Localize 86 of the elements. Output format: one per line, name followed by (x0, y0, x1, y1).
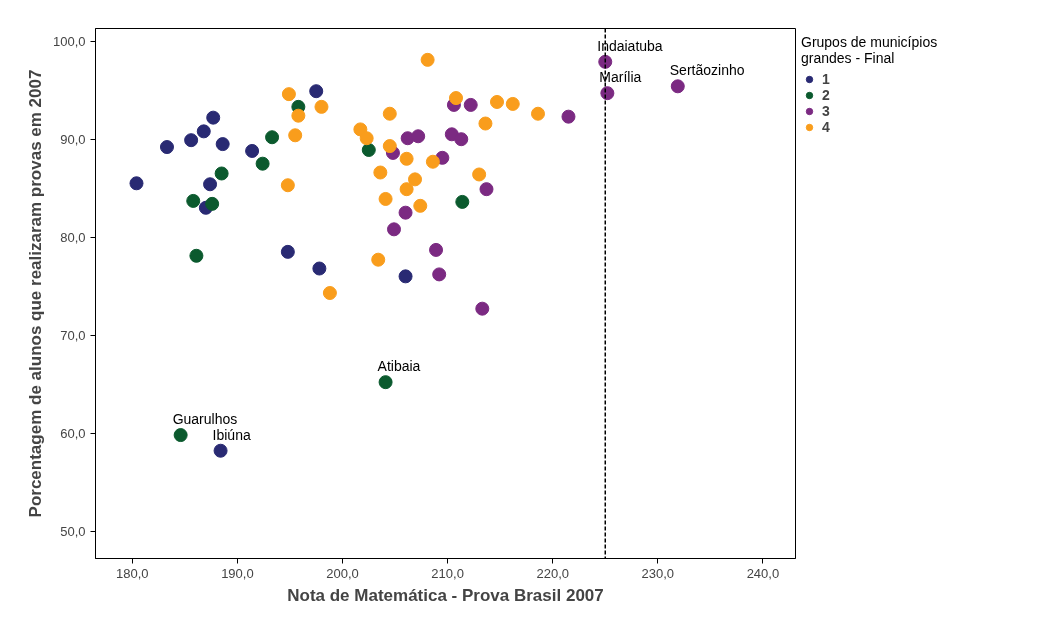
point (245, 143, 260, 158)
point (205, 196, 220, 211)
point (387, 222, 401, 237)
annotation: Marília (599, 69, 642, 86)
point (196, 124, 211, 139)
legend-label: 3 (822, 103, 831, 119)
point (159, 140, 174, 155)
point (382, 106, 397, 121)
point (309, 84, 324, 99)
legend-title: Grupos de municípios grandes - Final (801, 34, 938, 66)
point (173, 428, 188, 443)
point (322, 286, 337, 300)
legend-label: 4 (822, 119, 831, 135)
point (478, 116, 493, 131)
legend-label: 1 (822, 71, 831, 87)
point (189, 248, 204, 263)
point (281, 87, 296, 102)
point (373, 165, 388, 180)
point (371, 252, 386, 267)
point (280, 244, 295, 259)
x-tick-label: 180,0 (116, 565, 149, 581)
point (359, 131, 374, 146)
annotation: Indaiatuba (597, 37, 663, 54)
point (411, 129, 426, 144)
point (449, 91, 464, 106)
point (214, 166, 229, 181)
y-tick-label: 100,0 (52, 33, 86, 49)
point (280, 178, 295, 193)
point (382, 139, 397, 154)
point (129, 176, 144, 191)
x-axis-title: Nota de Matemática - Prova Brasil 2007 (287, 585, 604, 605)
point (670, 79, 685, 94)
point (600, 86, 615, 101)
point (312, 261, 327, 276)
point (490, 94, 504, 109)
point (265, 130, 280, 145)
x-tick-label: 190,0 (221, 565, 254, 581)
x-tick-label: 210,0 (431, 565, 464, 581)
point (598, 54, 613, 69)
legend-label: 2 (822, 87, 831, 103)
y-tick-label: 90,0 (60, 131, 86, 147)
point (215, 137, 230, 152)
y-tick-label: 80,0 (60, 229, 86, 245)
point (530, 106, 545, 121)
annotation: Ibiúna (212, 426, 251, 443)
point (475, 301, 490, 316)
annotation: Atibaia (377, 358, 421, 375)
point (420, 52, 435, 67)
point (291, 108, 306, 123)
point (203, 177, 218, 192)
point (314, 99, 329, 114)
point (425, 154, 440, 169)
y-tick-label: 50,0 (60, 523, 86, 539)
x-tick-label: 200,0 (326, 565, 359, 581)
point (505, 96, 520, 111)
point (399, 151, 414, 166)
point (463, 97, 478, 112)
point (255, 156, 270, 171)
point (432, 267, 447, 282)
point (288, 128, 303, 143)
x-tick-label: 230,0 (641, 565, 675, 581)
point (398, 269, 413, 284)
y-axis-title: Porcentagem de alunos que realizaram provas em 2007 (25, 69, 45, 518)
point (472, 167, 487, 182)
point (213, 443, 228, 458)
point (561, 109, 576, 124)
point (455, 194, 470, 209)
x-tick-label: 240,0 (746, 565, 780, 581)
point (378, 191, 393, 206)
point (413, 198, 428, 213)
annotation: Guarulhos (172, 411, 238, 428)
point (454, 132, 469, 147)
point (479, 182, 494, 197)
x-tick-label: 220,0 (536, 565, 569, 581)
y-tick-label: 60,0 (60, 425, 86, 441)
point (184, 133, 199, 148)
point (206, 110, 221, 125)
point (186, 193, 201, 208)
point (399, 182, 414, 197)
point (398, 205, 413, 220)
point (378, 375, 393, 390)
y-tick-label: 70,0 (60, 327, 86, 343)
annotation: Sertãozinho (669, 62, 745, 79)
point (408, 172, 423, 187)
point (361, 142, 376, 157)
point (429, 242, 444, 257)
